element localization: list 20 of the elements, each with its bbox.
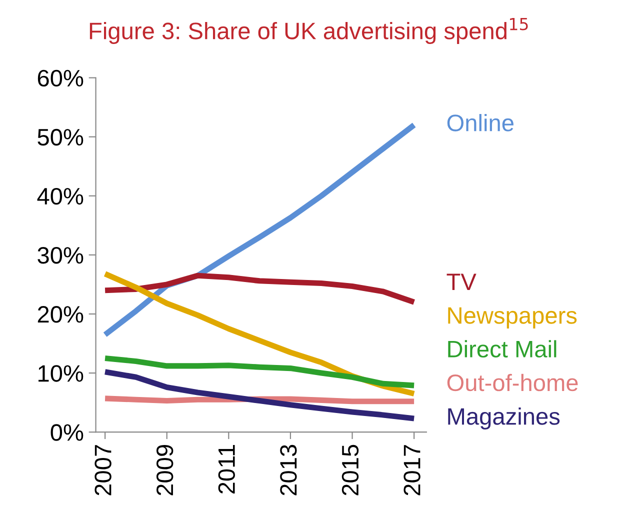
series-label: Out-of-home <box>447 374 578 392</box>
x-tick-label: 2015 <box>342 444 359 496</box>
y-tick-label: 20% <box>38 306 84 323</box>
x-tick-label: 2007 <box>94 445 112 496</box>
y-tick-label: 50% <box>38 128 84 146</box>
x-tick-label: 2017 <box>404 445 420 496</box>
x-tick-label: 2011 <box>218 445 235 494</box>
series-label: Direct Mail <box>448 340 556 358</box>
y-tick-label: 40% <box>37 188 84 205</box>
y-tick-label: 10% <box>38 365 84 382</box>
text: Newspapers <box>448 307 577 329</box>
y-tick-label: 0% <box>50 424 84 441</box>
x-tick-label: 2013 <box>280 444 297 496</box>
x-tick-label: 2009 <box>156 445 174 496</box>
series-label: Online <box>447 114 514 132</box>
series-label: TV <box>446 274 476 290</box>
series-label: Magazines <box>448 408 560 430</box>
y-tick-label: 60% <box>38 70 84 87</box>
chart-title: Figure 3: Share of UK advertising spend$^{15}$ <box>90 18 528 44</box>
y-tick-label: 30% <box>38 246 84 264</box>
